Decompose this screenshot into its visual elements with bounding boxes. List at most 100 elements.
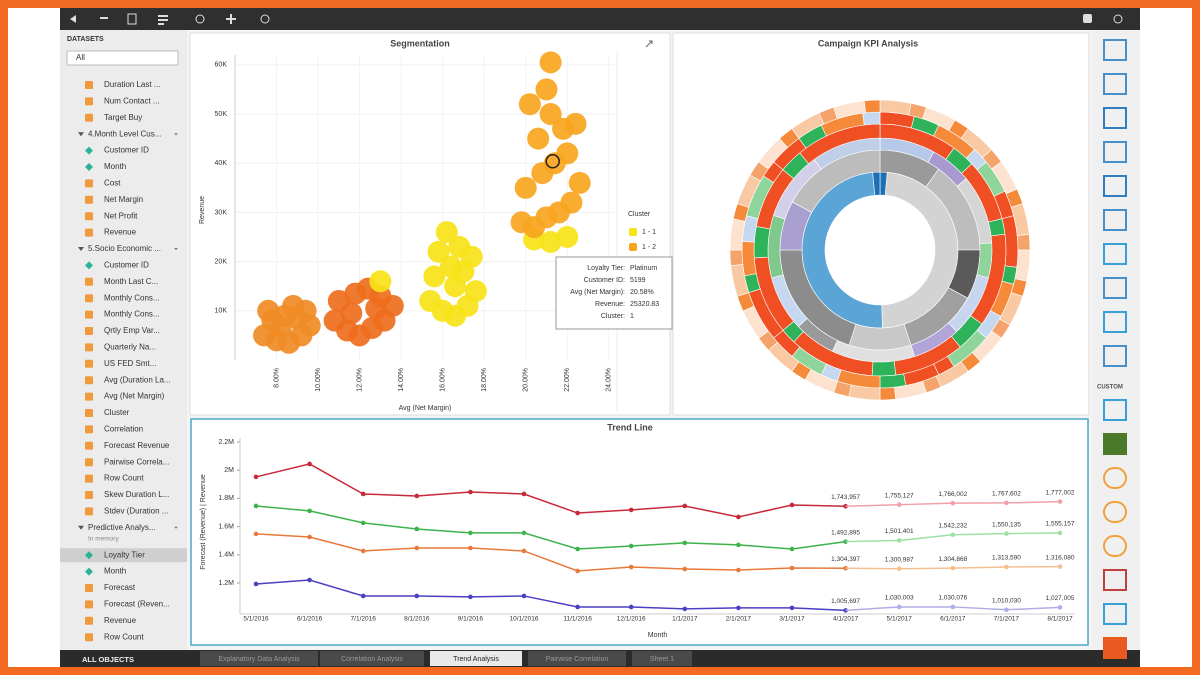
group-label[interactable]: 4.Month Level Cus... xyxy=(88,129,161,138)
point[interactable] xyxy=(1004,564,1009,570)
point[interactable] xyxy=(575,510,580,516)
point[interactable] xyxy=(789,502,795,508)
field-label[interactable]: Month Last C... xyxy=(104,277,158,286)
point[interactable] xyxy=(789,565,795,571)
point[interactable] xyxy=(414,526,420,532)
point[interactable] xyxy=(1057,605,1063,610)
point[interactable] xyxy=(360,548,366,554)
point[interactable] xyxy=(253,474,259,480)
group-menu[interactable] xyxy=(174,248,178,250)
sunburst-segment[interactable] xyxy=(753,226,771,259)
point[interactable] xyxy=(1004,500,1009,506)
field-label[interactable]: Correlation xyxy=(104,425,143,434)
point[interactable] xyxy=(950,565,956,571)
field-label[interactable]: Net Margin xyxy=(104,195,143,204)
field-label[interactable]: Net Profit xyxy=(104,211,138,220)
sunburst-segment[interactable] xyxy=(729,249,744,267)
point[interactable] xyxy=(307,461,312,467)
point[interactable] xyxy=(575,546,580,552)
point[interactable] xyxy=(950,500,956,506)
point[interactable] xyxy=(789,546,795,552)
sunburst-segment[interactable] xyxy=(741,241,757,277)
sunburst-segment[interactable] xyxy=(879,373,907,389)
legend-label[interactable]: 1 - 1 xyxy=(642,229,656,236)
point[interactable] xyxy=(468,489,473,495)
point[interactable] xyxy=(414,593,420,599)
group-toggle[interactable] xyxy=(78,132,84,137)
point[interactable] xyxy=(360,520,366,526)
field-label[interactable]: Skew Duration L... xyxy=(104,490,169,499)
field-label[interactable]: Duration Last ... xyxy=(104,80,160,89)
field-label[interactable]: Pairwise Correla... xyxy=(104,457,169,466)
tool-icon[interactable] xyxy=(1103,209,1127,231)
point[interactable] xyxy=(896,604,902,610)
group-toggle[interactable] xyxy=(78,525,84,530)
filter-value[interactable]: All xyxy=(76,53,85,62)
tab[interactable] xyxy=(320,651,424,666)
field-label[interactable]: Avg (Duration La... xyxy=(104,375,171,384)
field-label[interactable]: Cost xyxy=(104,179,121,188)
point[interactable] xyxy=(468,594,473,600)
point[interactable] xyxy=(896,502,902,507)
group-menu[interactable] xyxy=(174,526,178,529)
field-label[interactable]: Month xyxy=(104,162,126,171)
tab[interactable] xyxy=(528,651,626,666)
tool-icon[interactable] xyxy=(1103,107,1127,129)
point[interactable] xyxy=(628,604,634,610)
tab[interactable] xyxy=(430,651,522,666)
point[interactable] xyxy=(682,503,688,509)
point[interactable] xyxy=(896,538,902,543)
selected-point[interactable] xyxy=(545,154,560,169)
point[interactable] xyxy=(414,545,420,551)
tool-icon[interactable] xyxy=(1103,311,1127,333)
point[interactable] xyxy=(1004,607,1009,613)
tool-icon[interactable] xyxy=(1103,243,1127,265)
point[interactable] xyxy=(736,567,741,573)
point[interactable] xyxy=(414,493,420,499)
field-label[interactable]: Month xyxy=(104,567,126,576)
tab[interactable] xyxy=(200,651,318,666)
field-label[interactable]: Monthly Cons... xyxy=(104,310,160,319)
toolbar-icons[interactable] xyxy=(70,13,1123,25)
tab-label[interactable]: Correlation Analysis xyxy=(341,656,403,663)
field-label[interactable]: Cluster xyxy=(104,408,130,417)
point[interactable] xyxy=(360,491,366,497)
group-menu[interactable] xyxy=(174,133,178,136)
tool-icon[interactable] xyxy=(1103,175,1127,197)
field-label[interactable]: Forecast (Reven... xyxy=(104,600,170,609)
point[interactable] xyxy=(1004,531,1009,536)
point[interactable] xyxy=(575,604,580,610)
point[interactable] xyxy=(950,532,956,538)
field-label[interactable]: Forecast xyxy=(104,583,136,592)
point[interactable] xyxy=(307,577,312,583)
point[interactable] xyxy=(253,503,259,509)
sunburst-segment[interactable] xyxy=(871,360,897,377)
point[interactable] xyxy=(1057,530,1063,536)
field-label[interactable]: Monthly Cons... xyxy=(104,293,160,302)
point[interactable] xyxy=(521,491,527,497)
sunburst-segment[interactable] xyxy=(1016,233,1031,251)
tab-label[interactable]: Trend Analysis xyxy=(453,656,499,663)
field-label[interactable]: Stdev (Duration ... xyxy=(104,507,168,516)
sunburst-segment[interactable] xyxy=(863,99,881,114)
point[interactable] xyxy=(843,503,848,509)
custom-icon[interactable] xyxy=(1103,535,1127,557)
field-label[interactable]: Revenue xyxy=(104,616,137,625)
field-label[interactable]: Loyalty Tier xyxy=(104,550,145,559)
group-label[interactable]: Predictive Analys... xyxy=(88,523,156,532)
field-label[interactable]: Customer ID xyxy=(104,261,149,270)
custom-icon[interactable] xyxy=(1103,501,1127,523)
point[interactable] xyxy=(468,545,473,551)
point[interactable] xyxy=(307,508,312,514)
custom-icon[interactable] xyxy=(1103,603,1127,625)
tool-icon[interactable] xyxy=(1103,73,1127,95)
sunburst-segment[interactable] xyxy=(879,386,897,401)
tool-icon[interactable] xyxy=(1103,141,1127,163)
tool-icon[interactable] xyxy=(1103,345,1127,367)
point[interactable] xyxy=(682,606,688,612)
custom-icon[interactable] xyxy=(1103,433,1127,455)
point[interactable] xyxy=(736,542,741,548)
field-label[interactable]: Quarterly Na... xyxy=(104,343,156,352)
tool-icon[interactable] xyxy=(1103,39,1127,61)
field-label[interactable]: Avg (Net Margin) xyxy=(104,392,165,401)
